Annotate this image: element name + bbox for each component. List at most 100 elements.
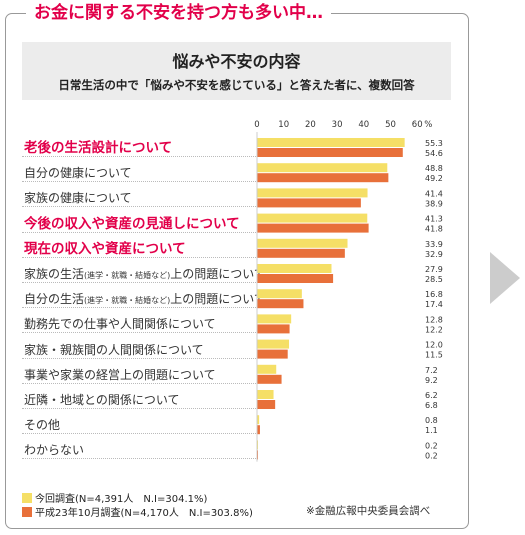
value-label-current: 12.0 bbox=[425, 341, 443, 350]
value-label-current: 16.8 bbox=[425, 290, 443, 299]
x-tick-label: 30 bbox=[332, 120, 343, 130]
row-leader-line bbox=[22, 307, 256, 309]
legend-swatch-current bbox=[22, 493, 32, 503]
category-label: 家族の健康について bbox=[24, 188, 132, 208]
x-tick-label: 50 bbox=[385, 120, 396, 130]
bar-current bbox=[257, 390, 274, 399]
value-label-previous: 9.2 bbox=[425, 376, 438, 385]
bar-current bbox=[257, 364, 277, 374]
chart-header: 悩みや不安の内容 日常生活の中で「悩みや不安を感じている」と答えた者に、複数回答 bbox=[22, 42, 451, 100]
row-leader-line bbox=[22, 458, 256, 460]
bar-current bbox=[257, 238, 348, 248]
value-label-current: 27.9 bbox=[425, 265, 443, 274]
bar-previous bbox=[257, 173, 389, 183]
category-label: 家族・親族間の人間関係について bbox=[24, 340, 204, 360]
bar-current bbox=[257, 415, 260, 425]
legend-item-current: 今回調査(N=4,391人 N.I=304.1%) bbox=[22, 490, 207, 505]
category-label-text: 現在の収入や資産について bbox=[24, 240, 186, 257]
value-label-current: 12.8 bbox=[425, 315, 443, 324]
x-tick-label: 20 bbox=[305, 120, 316, 130]
bar-current bbox=[257, 163, 388, 173]
next-arrow-icon[interactable] bbox=[490, 252, 520, 304]
bar-current bbox=[257, 213, 368, 223]
category-label: わからない bbox=[24, 440, 84, 460]
legend-item-previous: 平成23年10月調査(N=4,170人 N.I=303.8%) bbox=[22, 504, 253, 519]
legend-label-current: 今回調査(N=4,391人 N.I=304.1%) bbox=[35, 494, 208, 505]
row-leader-line bbox=[22, 433, 256, 435]
value-label-previous: 28.5 bbox=[425, 275, 443, 284]
category-label-text: 今後の収入や資産の見通しについて bbox=[24, 215, 240, 232]
bar-previous bbox=[257, 324, 290, 334]
source-note: ※金融広報中央委員会調べ bbox=[306, 505, 431, 517]
legend-swatch-previous bbox=[22, 507, 32, 517]
value-label-previous: 38.9 bbox=[425, 199, 443, 208]
bar-previous bbox=[257, 148, 403, 157]
value-label-previous: 11.5 bbox=[425, 351, 443, 360]
category-label: 老後の生活設計について bbox=[24, 138, 172, 158]
row-leader-line bbox=[22, 382, 256, 384]
legend-label-previous: 平成23年10月調査(N=4,170人 N.I=303.8%) bbox=[35, 508, 253, 519]
category-label: 事業や家業の経営上の問題について bbox=[24, 365, 216, 385]
value-label-previous: 41.8 bbox=[425, 225, 443, 234]
row-leader-line bbox=[22, 256, 256, 258]
category-label-text: 家族の生活 bbox=[24, 267, 85, 281]
category-label-text: 自分の生活 bbox=[24, 292, 85, 307]
x-tick-label: 0 bbox=[254, 120, 259, 130]
value-label-current: 0.8 bbox=[425, 416, 438, 425]
x-unit-label: % bbox=[424, 120, 432, 130]
category-label-text: 家族の健康について bbox=[24, 191, 132, 206]
value-label-previous: 54.6 bbox=[425, 149, 443, 158]
category-label-suffix: 上の問題について bbox=[170, 267, 266, 281]
value-label-previous: 0.2 bbox=[425, 451, 438, 460]
category-label: 家族の生活(進学・就職・結婚など)上の問題について bbox=[24, 264, 266, 284]
category-label-text: 自分の健康について bbox=[24, 166, 132, 181]
page-heading: お金に関する不安を持つ方も多い中… bbox=[26, 0, 331, 26]
value-label-previous: 12.2 bbox=[425, 325, 443, 334]
bar-previous bbox=[257, 400, 276, 409]
category-label-text: 老後の生活設計について bbox=[24, 140, 173, 156]
category-label: 今後の収入や資産の見通しについて bbox=[24, 214, 240, 234]
chart-subtitle: 日常生活の中で「悩みや不安を感じている」と答えた者に、複数回答 bbox=[58, 78, 415, 92]
bar-previous bbox=[257, 274, 334, 283]
bar-current bbox=[257, 339, 290, 349]
bar-previous bbox=[257, 349, 288, 359]
bar-previous bbox=[257, 198, 361, 208]
bar-current bbox=[257, 314, 292, 324]
row-leader-line bbox=[22, 206, 256, 208]
value-label-previous: 6.8 bbox=[425, 401, 438, 410]
chart-title: 悩みや不安の内容 bbox=[172, 52, 301, 71]
category-label-text: 勤務先での仕事や人間関係について bbox=[24, 317, 216, 332]
x-tick-label: 60 bbox=[412, 120, 423, 130]
value-label-current: 41.3 bbox=[425, 215, 443, 224]
bar-previous bbox=[257, 425, 260, 435]
value-label-previous: 17.4 bbox=[425, 300, 443, 309]
bar-current bbox=[257, 138, 405, 147]
value-label-previous: 49.2 bbox=[425, 174, 443, 183]
category-label-text: 事業や家業の経営上の問題について bbox=[24, 367, 216, 382]
row-leader-line bbox=[22, 181, 256, 183]
category-label: 自分の健康について bbox=[24, 163, 132, 183]
category-label-text: 近隣・地域との関係について bbox=[24, 393, 180, 407]
value-label-current: 0.2 bbox=[425, 441, 438, 450]
category-label: 現在の収入や資産について bbox=[24, 239, 186, 259]
value-label-current: 55.3 bbox=[425, 139, 443, 148]
category-label: 勤務先での仕事や人間関係について bbox=[24, 314, 216, 334]
bar-current bbox=[257, 289, 302, 299]
category-label-note: (進学・就職・結婚など) bbox=[84, 296, 171, 306]
value-label-current: 7.2 bbox=[425, 366, 438, 375]
category-label-text: その他 bbox=[24, 418, 61, 433]
category-label-text: 家族・親族間の人間関係について bbox=[24, 342, 204, 357]
bar-current bbox=[257, 188, 368, 198]
row-leader-line bbox=[22, 231, 256, 233]
bar-previous bbox=[257, 248, 345, 258]
category-label: その他 bbox=[24, 415, 60, 435]
x-tick-label: 10 bbox=[278, 120, 289, 130]
row-leader-line bbox=[22, 156, 256, 157]
bar-current bbox=[257, 264, 332, 273]
x-tick-label: 40 bbox=[358, 120, 369, 130]
value-label-current: 33.9 bbox=[425, 240, 443, 249]
category-label-text: わからない bbox=[24, 443, 85, 458]
category-label-note: (進学・就職・結婚など) bbox=[84, 271, 171, 280]
category-label: 自分の生活(進学・就職・結婚など)上の問題について bbox=[24, 289, 266, 309]
